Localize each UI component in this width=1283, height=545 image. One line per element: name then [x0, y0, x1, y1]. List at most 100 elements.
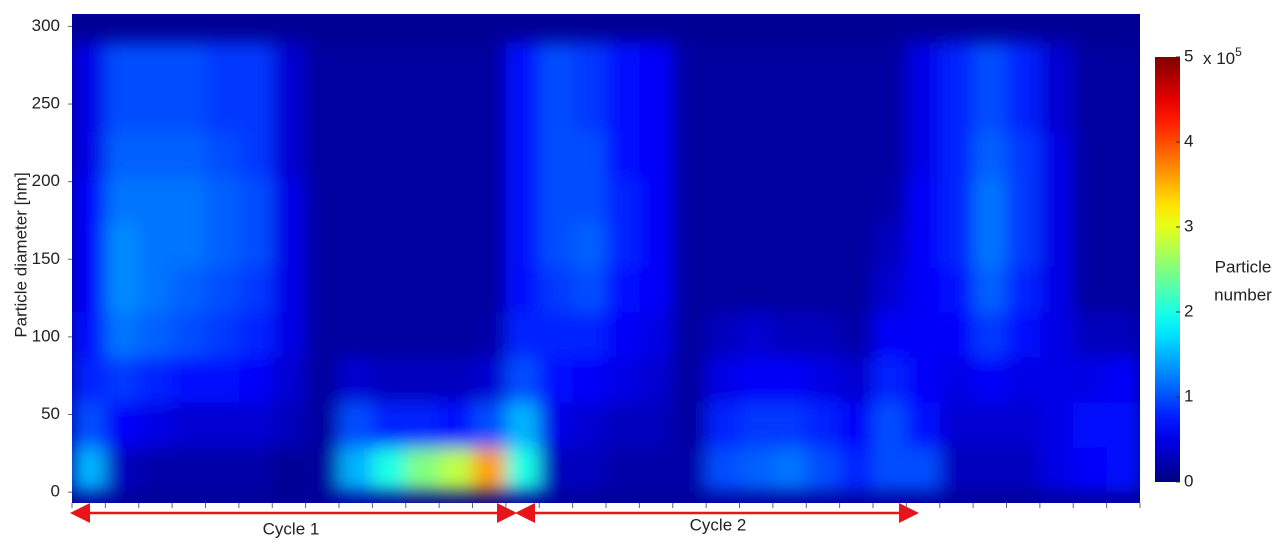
heatmap-cell: [839, 222, 874, 268]
heatmap-cell: [1106, 357, 1140, 403]
heatmap-cell: [472, 177, 507, 223]
heatmap-cell: [839, 177, 874, 223]
heatmap-cell: [472, 222, 507, 268]
heatmap-cell: [339, 222, 373, 268]
heatmap-cell: [906, 222, 941, 268]
heatmap-cell: [539, 312, 574, 358]
heatmap-cell: [672, 86, 707, 133]
colorbar: [1155, 57, 1180, 482]
heatmap-cell: [272, 447, 307, 493]
heatmap-cell: [272, 402, 307, 448]
heatmap-cell: [105, 177, 140, 223]
heatmap-cell: [572, 131, 607, 178]
heatmap-cell: [806, 41, 841, 88]
heatmap-cell: [439, 86, 473, 133]
heatmap-cell: [1039, 312, 1074, 358]
heatmap-cell: [238, 131, 273, 178]
heatmap-cell: [1039, 402, 1074, 448]
heatmap-cell: [105, 222, 140, 268]
heatmap-cell: [472, 131, 507, 178]
heatmap-cell: [372, 131, 407, 178]
heatmap-cell: [1073, 447, 1108, 493]
heatmap-cell: [906, 41, 941, 88]
heatmap-cell: [472, 357, 507, 403]
heatmap-cell: [372, 447, 407, 493]
heatmap-cell: [405, 177, 440, 223]
heatmap-cell: [906, 402, 941, 448]
heatmap-cell: [172, 402, 206, 448]
heatmap-cell: [305, 131, 340, 178]
annotation: Cycle 1: [263, 519, 320, 538]
heatmap-cell: [505, 402, 540, 448]
heatmap-cell: [505, 267, 540, 313]
heatmap-cell: [906, 86, 941, 133]
heatmap-cell: [973, 447, 1007, 493]
heatmap-cell: [272, 86, 307, 133]
heatmap-cell: [539, 131, 574, 178]
heatmap-cell: [539, 267, 574, 313]
heatmap-cell: [238, 177, 273, 223]
heatmap-cell: [72, 86, 106, 133]
heatmap-cell: [873, 41, 907, 88]
colorbar-label: Particle: [1215, 257, 1272, 276]
heatmap-cell: [839, 447, 874, 493]
heatmap-cell: [939, 177, 974, 223]
heatmap-cell: [639, 312, 674, 358]
heatmap-cell: [1073, 402, 1108, 448]
heatmap-cell: [439, 131, 473, 178]
heatmap-cell: [1106, 447, 1140, 493]
heatmap-cell: [706, 402, 740, 448]
heatmap-cell: [505, 447, 540, 493]
heatmap-cell: [372, 86, 407, 133]
heatmap-cell: [439, 41, 473, 88]
heatmap-cell: [272, 177, 307, 223]
heatmap-cell: [238, 41, 273, 88]
heatmap-cell: [372, 177, 407, 223]
heatmap-cell: [505, 357, 540, 403]
heatmap-cell: [973, 86, 1007, 133]
heatmap-cell: [272, 357, 307, 403]
heatmap-cell: [772, 41, 807, 88]
heatmap-cell: [272, 312, 307, 358]
heatmap-cell: [205, 402, 240, 448]
heatmap-cell: [272, 41, 307, 88]
heatmap-cell: [1073, 86, 1108, 133]
colorbar-tick-label: 2: [1184, 301, 1193, 320]
heatmap-cell: [672, 402, 707, 448]
heatmap-cell: [172, 131, 206, 178]
heatmap-cell: [839, 41, 874, 88]
heatmap-cell: [138, 177, 173, 223]
heatmap-cell: [739, 312, 774, 358]
heatmap-cell: [305, 312, 340, 358]
heatmap-cell: [672, 267, 707, 313]
heatmap-cell: [772, 267, 807, 313]
heatmap-cell: [138, 312, 173, 358]
heatmap-cell: [739, 131, 774, 178]
heatmap-cell: [739, 402, 774, 448]
heatmap-cell: [1106, 267, 1140, 313]
heatmap-cell: [1073, 357, 1108, 403]
heatmap-cell: [539, 177, 574, 223]
heatmap-cell: [572, 357, 607, 403]
heatmap-cell: [806, 402, 841, 448]
heatmap-cell: [839, 86, 874, 133]
heatmap-cell: [1039, 447, 1074, 493]
heatmap-cell: [205, 177, 240, 223]
y-tick-label: 200: [32, 171, 60, 190]
heatmap-cell: [739, 222, 774, 268]
heatmap-cell: [572, 86, 607, 133]
heatmap-cell: [339, 402, 373, 448]
heatmap-cell: [639, 267, 674, 313]
heatmap-cell: [873, 222, 907, 268]
heatmap-cell: [505, 177, 540, 223]
heatmap-cell: [1073, 131, 1108, 178]
heatmap-cell: [405, 357, 440, 403]
heatmap-cell: [1006, 41, 1041, 88]
heatmap-cell: [672, 131, 707, 178]
heatmap-cell: [1073, 41, 1108, 88]
heatmap-cell: [639, 41, 674, 88]
heatmap-cell: [706, 447, 740, 493]
heatmap-cell: [339, 86, 373, 133]
y-tick-label: 100: [32, 326, 60, 345]
heatmap-cell: [205, 447, 240, 493]
